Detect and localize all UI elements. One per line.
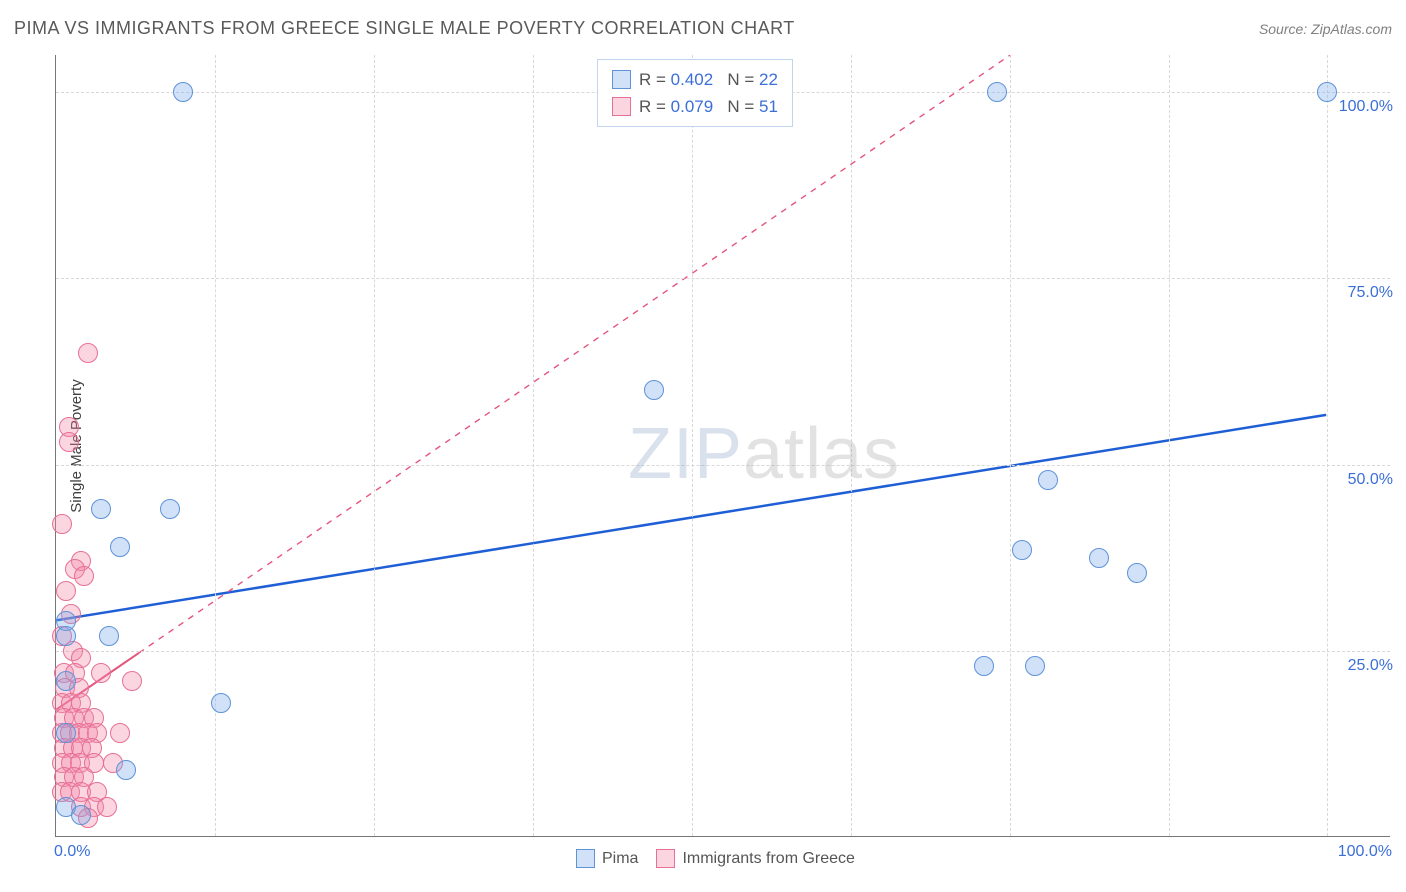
- data-point-pima: [1038, 470, 1058, 490]
- data-point-pima: [987, 82, 1007, 102]
- chart-title: PIMA VS IMMIGRANTS FROM GREECE SINGLE MA…: [14, 18, 795, 39]
- data-point-pima: [99, 626, 119, 646]
- y-tick-label: 50.0%: [1346, 471, 1395, 489]
- correlation-stats-box: R = 0.402 N = 22R = 0.079 N = 51: [597, 59, 793, 127]
- data-point-greece: [78, 343, 98, 363]
- stats-text: R = 0.402 N = 22: [639, 66, 778, 93]
- data-point-pima: [1089, 548, 1109, 568]
- grid-line-v: [851, 55, 852, 836]
- grid-line-v: [692, 55, 693, 836]
- legend-swatch: [656, 849, 675, 868]
- data-point-pima: [56, 671, 76, 691]
- data-point-pima: [91, 499, 111, 519]
- legend-swatch: [612, 97, 631, 116]
- source-label: Source: ZipAtlas.com: [1259, 21, 1392, 37]
- data-point-greece: [91, 663, 111, 683]
- y-tick-label: 25.0%: [1346, 657, 1395, 675]
- grid-line-v: [374, 55, 375, 836]
- data-point-greece: [122, 671, 142, 691]
- trend-line-ext-greece: [139, 55, 1390, 653]
- grid-line-v: [215, 55, 216, 836]
- grid-line-h: [56, 465, 1390, 466]
- data-point-pima: [1127, 563, 1147, 583]
- grid-line-v: [1010, 55, 1011, 836]
- grid-line-v: [1169, 55, 1170, 836]
- data-point-pima: [71, 805, 91, 825]
- y-tick-label: 75.0%: [1346, 284, 1395, 302]
- legend-swatch: [576, 849, 595, 868]
- data-point-pima: [116, 760, 136, 780]
- data-point-pima: [211, 693, 231, 713]
- y-tick-label: 100.0%: [1337, 98, 1395, 116]
- x-tick-label: 100.0%: [1338, 843, 1392, 861]
- stats-row-greece: R = 0.079 N = 51: [612, 93, 778, 120]
- data-point-greece: [56, 581, 76, 601]
- legend-label: Immigrants from Greece: [682, 850, 854, 868]
- watermark: ZIPatlas: [628, 413, 900, 495]
- data-point-pima: [110, 537, 130, 557]
- data-point-pima: [974, 656, 994, 676]
- grid-line-h: [56, 278, 1390, 279]
- legend-swatch: [612, 70, 631, 89]
- data-point-greece: [74, 566, 94, 586]
- data-point-pima: [160, 499, 180, 519]
- data-point-pima: [1317, 82, 1337, 102]
- x-tick-label: 0.0%: [54, 843, 90, 861]
- data-point-pima: [1012, 540, 1032, 560]
- data-point-greece: [52, 514, 72, 534]
- stats-row-pima: R = 0.402 N = 22: [612, 66, 778, 93]
- data-point-greece: [110, 723, 130, 743]
- data-point-pima: [56, 626, 76, 646]
- trend-lines-layer: [56, 55, 1390, 836]
- legend: Pima Immigrants from Greece: [576, 849, 855, 868]
- legend-item-greece: Immigrants from Greece: [656, 849, 854, 868]
- data-point-pima: [644, 380, 664, 400]
- stats-text: R = 0.079 N = 51: [639, 93, 778, 120]
- data-point-greece: [97, 797, 117, 817]
- scatter-plot-area: 25.0%50.0%75.0%100.0%0.0%100.0%ZIPatlasR…: [55, 55, 1390, 837]
- grid-line-v: [1327, 55, 1328, 836]
- legend-label: Pima: [602, 850, 638, 868]
- data-point-greece: [59, 432, 79, 452]
- grid-line-v: [533, 55, 534, 836]
- data-point-pima: [56, 723, 76, 743]
- legend-item-pima: Pima: [576, 849, 638, 868]
- data-point-pima: [1025, 656, 1045, 676]
- grid-line-h: [56, 651, 1390, 652]
- data-point-pima: [173, 82, 193, 102]
